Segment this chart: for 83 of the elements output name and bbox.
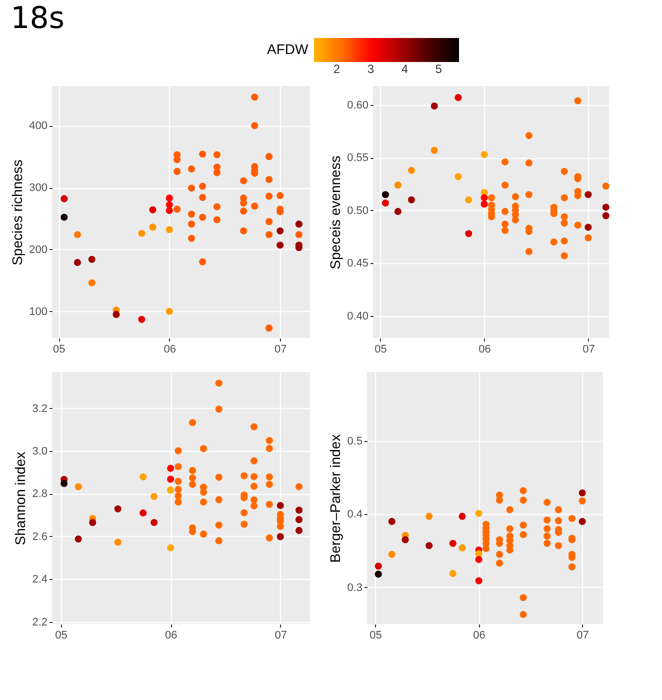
color-bar-label: 4 bbox=[401, 62, 408, 76]
point bbox=[454, 94, 462, 102]
point bbox=[512, 193, 519, 200]
point bbox=[502, 158, 509, 166]
y-tick-label: 0.40 bbox=[347, 310, 368, 322]
color-bar-label: 2 bbox=[333, 62, 340, 76]
y-axis-title: Species richness bbox=[9, 160, 26, 266]
point bbox=[560, 252, 568, 260]
point bbox=[525, 248, 532, 256]
point bbox=[584, 191, 592, 198]
point bbox=[560, 194, 568, 202]
point bbox=[465, 230, 472, 238]
y-tick-label: 3.0 bbox=[32, 446, 48, 458]
point bbox=[584, 234, 592, 242]
y-tick-label: 200 bbox=[29, 244, 48, 256]
color-bar-label: 5 bbox=[435, 62, 442, 76]
x-tick-label: 06 bbox=[164, 344, 176, 356]
point bbox=[408, 166, 416, 174]
point bbox=[560, 220, 568, 227]
point bbox=[525, 191, 532, 198]
y-tick-label: 0.50 bbox=[347, 204, 368, 217]
point bbox=[574, 222, 582, 229]
color-bar-label: 3 bbox=[367, 62, 374, 76]
point bbox=[480, 151, 488, 158]
y-tick-label: 0.4 bbox=[347, 508, 362, 521]
point bbox=[502, 208, 509, 215]
point bbox=[560, 213, 568, 220]
point bbox=[394, 208, 402, 215]
x-tick-label: 06 bbox=[473, 630, 486, 642]
y-tick-label: 2.8 bbox=[32, 488, 48, 500]
y-tick-label: 2.6 bbox=[32, 530, 48, 543]
x-tick-label: 05 bbox=[55, 630, 68, 642]
point bbox=[584, 224, 592, 231]
x-tick-label: 05 bbox=[370, 630, 382, 642]
y-tick-label: 300 bbox=[29, 182, 48, 194]
point bbox=[502, 226, 509, 234]
point bbox=[480, 200, 488, 208]
point bbox=[488, 194, 496, 202]
y-tick-label: 0.45 bbox=[347, 258, 368, 270]
y-tick-label: 100 bbox=[29, 306, 48, 318]
point bbox=[560, 168, 568, 175]
point bbox=[525, 159, 532, 166]
y-tick-label: 2.2 bbox=[32, 616, 48, 628]
point bbox=[502, 220, 509, 228]
point bbox=[408, 196, 416, 204]
x-tick-label: 07 bbox=[274, 630, 287, 642]
x-tick-label: 05 bbox=[53, 344, 66, 356]
y-axis-title: Berger–Parker index bbox=[327, 434, 344, 563]
point bbox=[602, 204, 610, 211]
color-bar-title: AFDW bbox=[267, 41, 309, 57]
point bbox=[430, 146, 438, 154]
y-tick-label: 0.60 bbox=[347, 99, 368, 112]
point bbox=[382, 191, 390, 198]
point bbox=[602, 182, 610, 190]
y-tick-label: 0.55 bbox=[347, 152, 368, 164]
x-tick-label: 06 bbox=[478, 344, 491, 356]
point bbox=[574, 97, 582, 104]
point bbox=[480, 194, 488, 202]
y-tick-label: 2.4 bbox=[32, 574, 48, 586]
point bbox=[512, 216, 519, 224]
point bbox=[574, 192, 582, 200]
point bbox=[465, 196, 472, 204]
point bbox=[394, 182, 402, 189]
point bbox=[525, 132, 532, 140]
x-tick-label: 05 bbox=[374, 344, 387, 356]
point bbox=[560, 237, 568, 245]
y-axis-title: Speceis evenness bbox=[327, 156, 344, 270]
point bbox=[454, 173, 462, 180]
point bbox=[602, 212, 610, 220]
y-axis-title: Shannon index bbox=[12, 452, 28, 546]
point bbox=[502, 182, 509, 189]
y-tick-label: 400 bbox=[29, 120, 48, 132]
x-tick-label: 07 bbox=[582, 344, 595, 356]
point bbox=[550, 238, 558, 246]
point bbox=[382, 200, 390, 207]
chart-title: 18s bbox=[10, 1, 64, 36]
x-tick-label: 07 bbox=[274, 344, 287, 356]
x-tick-label: 06 bbox=[164, 630, 178, 642]
y-tick-label: 0.3 bbox=[347, 582, 362, 594]
y-tick-label: 0.5 bbox=[347, 435, 362, 448]
point bbox=[430, 102, 438, 110]
x-tick-label: 07 bbox=[576, 630, 589, 642]
y-tick-label: 3.2 bbox=[32, 402, 48, 415]
